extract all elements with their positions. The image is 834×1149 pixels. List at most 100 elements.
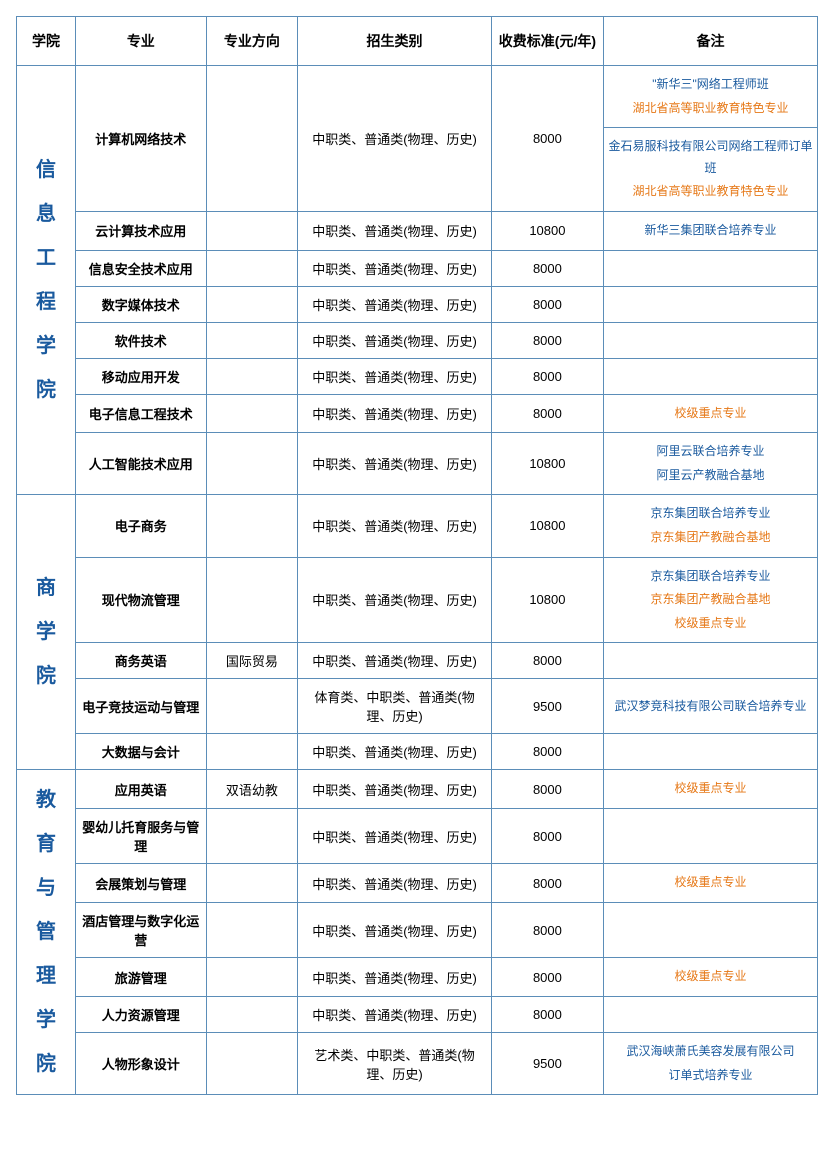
fee-cell: 10800 xyxy=(491,433,603,495)
table-row: 信息安全技术应用中职类、普通类(物理、历史)8000 xyxy=(17,250,818,286)
major-cell: 会展策划与管理 xyxy=(76,864,206,903)
direction-cell xyxy=(206,286,298,322)
major-cell: 信息安全技术应用 xyxy=(76,250,206,286)
category-cell: 中职类、普通类(物理、历史) xyxy=(298,495,492,557)
college-cell: 信息工程学院 xyxy=(17,66,76,495)
major-cell: 软件技术 xyxy=(76,322,206,358)
direction-cell xyxy=(206,734,298,770)
table-row: 电子信息工程技术中职类、普通类(物理、历史)8000校级重点专业 xyxy=(17,394,818,433)
fee-cell: 8000 xyxy=(491,902,603,957)
col-fee: 收费标准(元/年) xyxy=(491,17,603,66)
table-row: 数字媒体技术 中职类、普通类(物理、历史)8000 xyxy=(17,286,818,322)
category-cell: 中职类、普通类(物理、历史) xyxy=(298,643,492,679)
table-row: 教育与管理学院应用英语双语幼教中职类、普通类(物理、历史)8000校级重点专业 xyxy=(17,770,818,809)
remark-cell xyxy=(603,250,817,286)
fee-cell: 8000 xyxy=(491,809,603,864)
fee-cell: 8000 xyxy=(491,958,603,997)
direction-cell xyxy=(206,322,298,358)
fee-cell: 8000 xyxy=(491,250,603,286)
major-cell: 移动应用开发 xyxy=(76,358,206,394)
remark-cell: 校级重点专业 xyxy=(603,958,817,997)
major-cell: 婴幼儿托育服务与管理 xyxy=(76,809,206,864)
remark-cell: 阿里云联合培养专业阿里云产教融合基地 xyxy=(603,433,817,495)
major-cell: 应用英语 xyxy=(76,770,206,809)
col-category: 招生类别 xyxy=(298,17,492,66)
major-cell: 云计算技术应用 xyxy=(76,211,206,250)
fee-cell: 8000 xyxy=(491,286,603,322)
fee-cell: 8000 xyxy=(491,322,603,358)
direction-cell xyxy=(206,557,298,643)
major-cell: 电子商务 xyxy=(76,495,206,557)
table-row: 人力资源管理 中职类、普通类(物理、历史)8000 xyxy=(17,996,818,1032)
direction-cell xyxy=(206,809,298,864)
major-cell: 人力资源管理 xyxy=(76,996,206,1032)
fee-cell: 8000 xyxy=(491,358,603,394)
direction-cell xyxy=(206,1033,298,1095)
category-cell: 中职类、普通类(物理、历史) xyxy=(298,734,492,770)
category-cell: 中职类、普通类(物理、历史) xyxy=(298,557,492,643)
table-row: 人工智能技术应用 中职类、普通类(物理、历史)10800阿里云联合培养专业阿里云产… xyxy=(17,433,818,495)
major-cell: 人工智能技术应用 xyxy=(76,433,206,495)
major-cell: 现代物流管理 xyxy=(76,557,206,643)
table-row: 云计算技术应用中职类、普通类(物理、历史)10800新华三集团联合培养专业 xyxy=(17,211,818,250)
major-cell: 大数据与会计 xyxy=(76,734,206,770)
category-cell: 中职类、普通类(物理、历史) xyxy=(298,433,492,495)
college-cell: 商学院 xyxy=(17,495,76,770)
remark-cell: 校级重点专业 xyxy=(603,770,817,809)
direction-cell xyxy=(206,394,298,433)
remark-cell xyxy=(603,734,817,770)
direction-cell xyxy=(206,958,298,997)
col-direction: 专业方向 xyxy=(206,17,298,66)
col-remark: 备注 xyxy=(603,17,817,66)
remark-cell: 京东集团联合培养专业京东集团产教融合基地校级重点专业 xyxy=(603,557,817,643)
direction-cell: 国际贸易 xyxy=(206,643,298,679)
table-row: 移动应用开发中职类、普通类(物理、历史)8000 xyxy=(17,358,818,394)
remark-cell: "新华三"网络工程师班湖北省高等职业教育特色专业 xyxy=(603,66,817,128)
fee-cell: 8000 xyxy=(491,394,603,433)
direction-cell xyxy=(206,250,298,286)
col-college: 学院 xyxy=(17,17,76,66)
remark-cell: 武汉海峡萧氏美容发展有限公司订单式培养专业 xyxy=(603,1033,817,1095)
category-cell: 中职类、普通类(物理、历史) xyxy=(298,996,492,1032)
remark-cell xyxy=(603,809,817,864)
remark-cell: 校级重点专业 xyxy=(603,394,817,433)
fee-cell: 8000 xyxy=(491,996,603,1032)
major-cell: 电子信息工程技术 xyxy=(76,394,206,433)
table-row: 大数据与会计中职类、普通类(物理、历史)8000 xyxy=(17,734,818,770)
table-row: 商务英语国际贸易中职类、普通类(物理、历史)8000 xyxy=(17,643,818,679)
enrollment-table: 学院 专业 专业方向 招生类别 收费标准(元/年) 备注 信息工程学院计算机网络… xyxy=(16,16,818,1095)
remark-cell xyxy=(603,902,817,957)
direction-cell xyxy=(206,902,298,957)
fee-cell: 10800 xyxy=(491,211,603,250)
direction-cell xyxy=(206,996,298,1032)
table-row: 酒店管理与数字化运营中职类、普通类(物理、历史)8000 xyxy=(17,902,818,957)
table-row: 电子竞技运动与管理体育类、中职类、普通类(物理、历史)9500武汉梦竞科技有限公… xyxy=(17,679,818,734)
fee-cell: 8000 xyxy=(491,770,603,809)
category-cell: 中职类、普通类(物理、历史) xyxy=(298,902,492,957)
major-cell: 数字媒体技术 xyxy=(76,286,206,322)
remark-cell xyxy=(603,286,817,322)
fee-cell: 8000 xyxy=(491,643,603,679)
fee-cell: 8000 xyxy=(491,66,603,212)
fee-cell: 10800 xyxy=(491,495,603,557)
direction-cell xyxy=(206,358,298,394)
category-cell: 中职类、普通类(物理、历史) xyxy=(298,770,492,809)
category-cell: 中职类、普通类(物理、历史) xyxy=(298,211,492,250)
table-row: 软件技术中职类、普通类(物理、历史)8000 xyxy=(17,322,818,358)
category-cell: 中职类、普通类(物理、历史) xyxy=(298,864,492,903)
college-cell: 教育与管理学院 xyxy=(17,770,76,1095)
table-row: 人物形象设计艺术类、中职类、普通类(物理、历史)9500武汉海峡萧氏美容发展有限… xyxy=(17,1033,818,1095)
direction-cell xyxy=(206,66,298,212)
direction-cell xyxy=(206,679,298,734)
category-cell: 艺术类、中职类、普通类(物理、历史) xyxy=(298,1033,492,1095)
remark-cell xyxy=(603,322,817,358)
table-row: 旅游管理中职类、普通类(物理、历史)8000校级重点专业 xyxy=(17,958,818,997)
category-cell: 中职类、普通类(物理、历史) xyxy=(298,809,492,864)
fee-cell: 10800 xyxy=(491,557,603,643)
table-row: 会展策划与管理中职类、普通类(物理、历史)8000校级重点专业 xyxy=(17,864,818,903)
remark-cell xyxy=(603,996,817,1032)
remark-cell: 校级重点专业 xyxy=(603,864,817,903)
direction-cell xyxy=(206,495,298,557)
category-cell: 中职类、普通类(物理、历史) xyxy=(298,286,492,322)
direction-cell: 双语幼教 xyxy=(206,770,298,809)
